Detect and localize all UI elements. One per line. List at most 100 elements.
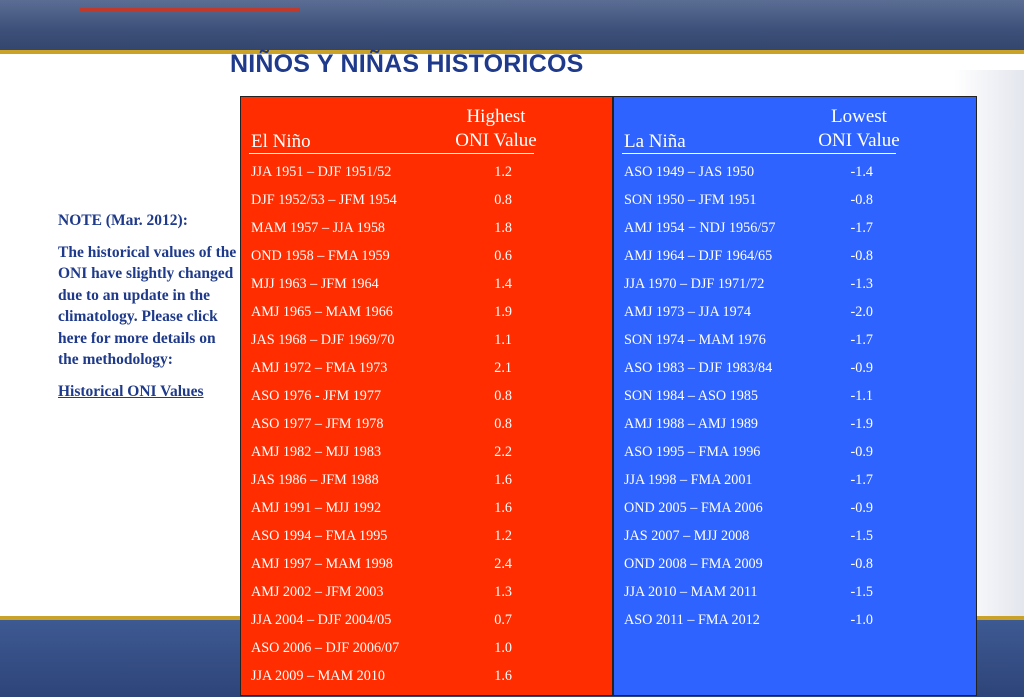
period-cell: AMJ 1988 – AMJ 1989: [624, 416, 759, 432]
el-nino-header-underline: [249, 153, 534, 154]
oni-value-cell: 0.8: [494, 416, 512, 432]
table-row: AMJ 1982 – MJJ 1983 2.2: [241, 438, 612, 466]
period-cell: AMJ 1991 – MJJ 1992: [251, 500, 382, 516]
oni-value-cell: -0.9: [850, 444, 873, 460]
oni-value-cell: 0.7: [494, 612, 512, 628]
period-cell: AMJ 1965 – MAM 1966: [251, 304, 393, 320]
table-row: JAS 1968 – DJF 1969/70 1.1: [241, 326, 612, 354]
table-row: MAM 1957 – JJA 1958 1.8: [241, 214, 612, 242]
table-row: ASO 2011 – FMA 2012 -1.0: [614, 606, 976, 634]
el-nino-value-header-line1: Highest: [466, 106, 526, 127]
oni-value-cell: -1.7: [850, 220, 873, 236]
period-cell: JJA 1998 – FMA 2001: [624, 472, 753, 488]
period-cell: ASO 1983 – DJF 1983/84: [624, 360, 773, 376]
el-nino-panel: El Niño Highest ONI Value JJA 1951 – DJF…: [240, 96, 613, 696]
oni-value-cell: 1.4: [494, 276, 512, 292]
note-body: The historical values of the ONI have sl…: [58, 243, 237, 369]
el-nino-value-header: Highest ONI Value: [441, 105, 551, 153]
period-cell: JAS 2007 – MJJ 2008: [624, 528, 750, 544]
table-row: ASO 1983 – DJF 1983/84 -0.9: [614, 354, 976, 382]
table-row: JAS 2007 – MJJ 2008 -1.5: [614, 522, 976, 550]
table-row: JJA 1951 – DJF 1951/52 1.2: [241, 158, 612, 186]
top-gold-stripe: [0, 50, 1024, 54]
oni-value-cell: -2.0: [850, 304, 873, 320]
note-heading: NOTE (Mar. 2012):: [58, 212, 188, 229]
table-row: AMJ 2002 – JFM 2003 1.3: [241, 578, 612, 606]
oni-value-cell: 1.8: [494, 220, 512, 236]
period-cell: AMJ 1972 – FMA 1973: [251, 360, 388, 376]
oni-value-cell: -0.9: [850, 500, 873, 516]
period-cell: ASO 2011 – FMA 2012: [624, 612, 760, 628]
table-row: AMJ 1965 – MAM 1966 1.9: [241, 298, 612, 326]
table-row: JJA 2010 – MAM 2011 -1.5: [614, 578, 976, 606]
table-row: ASO 1994 – FMA 1995 1.2: [241, 522, 612, 550]
table-row: OND 2005 – FMA 2006 -0.9: [614, 494, 976, 522]
oni-value-cell: -1.7: [850, 332, 873, 348]
period-cell: JAS 1986 – JFM 1988: [251, 472, 379, 488]
oni-value-cell: -0.8: [850, 556, 873, 572]
table-row: AMJ 1973 – JJA 1974 -2.0: [614, 298, 976, 326]
table-row: AMJ 1954 − NDJ 1956/57 -1.7: [614, 214, 976, 242]
table-row: SON 1950 – JFM 1951 -0.8: [614, 186, 976, 214]
period-cell: AMJ 1973 – JJA 1974: [624, 304, 751, 320]
oni-value-cell: 1.6: [494, 472, 512, 488]
la-nina-value-header-line2: ONI Value: [818, 130, 900, 151]
period-cell: ASO 1977 – JFM 1978: [251, 416, 384, 432]
table-row: MJJ 1963 – JFM 1964 1.4: [241, 270, 612, 298]
table-row: AMJ 1972 – FMA 1973 2.1: [241, 354, 612, 382]
period-cell: AMJ 1954 − NDJ 1956/57: [624, 220, 776, 236]
period-cell: AMJ 1982 – MJJ 1983: [251, 444, 382, 460]
oni-value-cell: 0.8: [494, 388, 512, 404]
historical-oni-link[interactable]: Historical ONI Values: [58, 382, 204, 400]
oni-value-cell: -1.5: [850, 584, 873, 600]
table-row: ASO 2006 – DJF 2006/07 1.0: [241, 634, 612, 662]
period-cell: ASO 1976 - JFM 1977: [251, 388, 382, 404]
oni-value-cell: -0.8: [850, 192, 873, 208]
note-box: NOTE (Mar. 2012): The historical values …: [58, 210, 238, 412]
period-cell: JJA 2010 – MAM 2011: [624, 584, 758, 600]
page-title: NIÑOS Y NIÑAS HISTORICOS: [230, 50, 584, 78]
period-cell: JJA 2004 – DJF 2004/05: [251, 612, 392, 628]
oni-value-cell: 1.9: [494, 304, 512, 320]
oni-value-cell: 1.2: [494, 528, 512, 544]
la-nina-header-underline: [622, 153, 896, 154]
oni-value-cell: 2.2: [494, 444, 512, 460]
period-cell: OND 2008 – FMA 2009: [624, 556, 763, 572]
table-row: AMJ 1964 – DJF 1964/65 -0.8: [614, 242, 976, 270]
period-cell: JJA 1951 – DJF 1951/52: [251, 164, 392, 180]
la-nina-value-header-line1: Lowest: [831, 106, 887, 127]
table-row: SON 1984 – ASO 1985 -1.1: [614, 382, 976, 410]
period-cell: ASO 2006 – DJF 2006/07: [251, 640, 400, 656]
oni-value-cell: 2.1: [494, 360, 512, 376]
oni-value-cell: 0.8: [494, 192, 512, 208]
oni-value-cell: -1.4: [850, 164, 873, 180]
period-cell: AMJ 2002 – JFM 2003: [251, 584, 384, 600]
table-row: ASO 1949 – JAS 1950 -1.4: [614, 158, 976, 186]
period-cell: SON 1984 – ASO 1985: [624, 388, 759, 404]
period-cell: SON 1950 – JFM 1951: [624, 192, 757, 208]
oni-value-cell: -1.1: [850, 388, 873, 404]
oni-value-cell: -1.7: [850, 472, 873, 488]
table-row: SON 1974 – MAM 1976 -1.7: [614, 326, 976, 354]
table-row: ASO 1995 – FMA 1996 -0.9: [614, 438, 976, 466]
table-row: JJA 2004 – DJF 2004/05 0.7: [241, 606, 612, 634]
el-nino-value-header-line2: ONI Value: [455, 130, 537, 151]
period-cell: JJA 1970 – DJF 1971/72: [624, 276, 765, 292]
table-row: DJF 1952/53 – JFM 1954 0.8: [241, 186, 612, 214]
oni-value-cell: -0.8: [850, 248, 873, 264]
table-row: JJA 1998 – FMA 2001 -1.7: [614, 466, 976, 494]
table-row: JAS 1986 – JFM 1988 1.6: [241, 466, 612, 494]
oni-value-cell: -0.9: [850, 360, 873, 376]
la-nina-header: La Niña Lowest ONI Value: [624, 105, 966, 153]
oni-value-cell: 1.6: [494, 668, 512, 684]
period-cell: SON 1974 – MAM 1976: [624, 332, 766, 348]
oni-value-cell: 0.6: [494, 248, 512, 264]
table-row: ASO 1976 - JFM 1977 0.8: [241, 382, 612, 410]
el-nino-rows: JJA 1951 – DJF 1951/52 1.2 DJF 1952/53 – J…: [241, 158, 612, 690]
table-row: JJA 2009 – MAM 2010 1.6: [241, 662, 612, 690]
period-cell: ASO 1949 – JAS 1950: [624, 164, 755, 180]
oni-value-cell: 1.2: [494, 164, 512, 180]
table-row: OND 2008 – FMA 2009 -0.8: [614, 550, 976, 578]
la-nina-panel: La Niña Lowest ONI Value ASO 1949 – JAS …: [613, 96, 977, 696]
oni-value-cell: 1.0: [494, 640, 512, 656]
